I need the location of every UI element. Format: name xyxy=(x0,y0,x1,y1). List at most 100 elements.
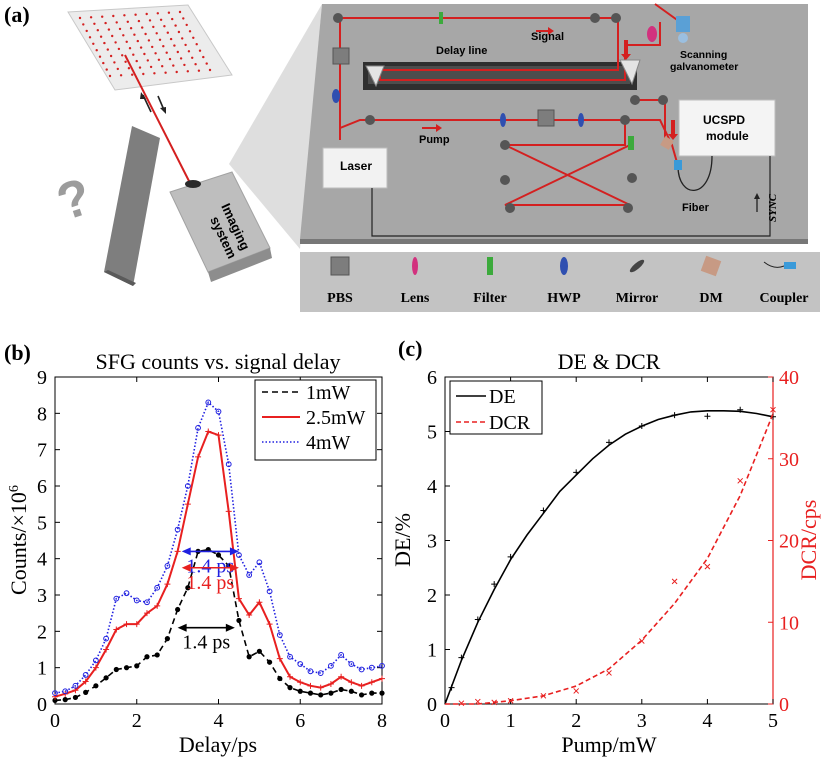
occluding-slab xyxy=(104,126,160,286)
legend-label: DCR xyxy=(489,412,531,434)
target-grid xyxy=(78,10,212,78)
data-point xyxy=(540,692,547,699)
target-dot xyxy=(156,12,159,15)
arrowhead-icon xyxy=(229,563,239,572)
chart-b: SFG counts vs. signal delay 0 2 4 6 8 0 1 2 3 4 5 6… xyxy=(6,349,387,757)
data-point xyxy=(225,461,232,468)
data-point xyxy=(318,692,324,698)
data-point xyxy=(236,617,242,624)
x-tick-label: 1 xyxy=(506,710,516,732)
data-point xyxy=(154,602,161,609)
target-dot xyxy=(162,45,165,48)
data-point xyxy=(246,654,252,660)
target-dot xyxy=(181,37,184,40)
data-point xyxy=(474,698,481,705)
data-point xyxy=(133,621,140,628)
data-point xyxy=(113,666,119,673)
y-right-tick-label: 30 xyxy=(779,449,799,471)
x-tick-label: 2 xyxy=(132,710,142,732)
hwp-icon xyxy=(500,113,506,127)
data-point xyxy=(348,661,355,667)
target-dot xyxy=(184,43,187,47)
y-tick-label: 5 xyxy=(427,422,437,444)
target-dot xyxy=(112,14,115,18)
target-dot xyxy=(96,29,100,32)
data-point xyxy=(256,648,262,654)
target-dot xyxy=(126,20,129,23)
x-tick-label: 4 xyxy=(214,710,224,732)
data-point xyxy=(287,685,293,691)
arrowhead-icon xyxy=(229,547,239,556)
data-point xyxy=(164,563,171,569)
fwhm-label: 1.4 ps xyxy=(182,632,230,654)
target-dot xyxy=(171,17,174,21)
target-dot xyxy=(183,63,186,67)
target-dot xyxy=(173,44,176,47)
arrowhead-icon xyxy=(754,193,760,199)
target-dot xyxy=(105,68,108,71)
data-point xyxy=(82,678,89,685)
y-tick-label: 7 xyxy=(37,440,47,462)
target-dot xyxy=(187,50,191,53)
target-dot xyxy=(134,13,137,16)
optical-platform-edge xyxy=(300,239,808,244)
fit-line-DE xyxy=(444,409,774,705)
data-point xyxy=(103,675,109,681)
data-point xyxy=(256,559,263,566)
target-dot xyxy=(169,37,173,41)
data-point xyxy=(307,690,314,696)
data-point xyxy=(307,668,314,675)
data-point xyxy=(368,664,375,671)
retroreflector-icon xyxy=(619,59,641,86)
target-dot xyxy=(82,23,85,26)
chart-b-legend xyxy=(254,379,377,461)
pump-label: Pump xyxy=(419,134,450,146)
data-point xyxy=(358,692,365,698)
data-point xyxy=(92,657,99,664)
target-dot xyxy=(89,16,93,19)
legend-label: Filter xyxy=(473,291,506,306)
chart-b-ticks: 0 2 4 6 8 0 1 2 3 4 5 6 7 8 9 xyxy=(37,367,387,732)
arrow-signal-icon xyxy=(536,27,554,35)
y-tick-label: 0 xyxy=(37,694,47,716)
target-dot xyxy=(114,41,117,44)
panel-label-c: (c) xyxy=(398,336,422,361)
target-dot xyxy=(108,74,112,78)
y-tick-label: 6 xyxy=(37,476,47,498)
y-right-tick-label: 20 xyxy=(779,531,799,553)
target-dot xyxy=(125,40,128,43)
hwp-shape xyxy=(560,257,568,275)
x-tick-label: 8 xyxy=(377,710,387,732)
data-point xyxy=(144,654,150,660)
target-dot xyxy=(194,62,197,66)
ucspd-module-box xyxy=(678,99,776,157)
data-point xyxy=(770,406,776,413)
target-dot xyxy=(139,46,143,49)
target-dot xyxy=(93,22,96,25)
target-dot xyxy=(161,65,164,68)
data-point xyxy=(143,610,150,617)
data-point xyxy=(737,477,744,484)
signal-label: Signal xyxy=(531,31,564,43)
arrowhead-icon xyxy=(140,92,146,99)
chart-b-series xyxy=(52,399,385,703)
hidden-object-mark: ? xyxy=(50,167,98,232)
target-dot xyxy=(202,55,205,59)
coupler-icon xyxy=(674,160,682,170)
mirror-shape xyxy=(629,259,645,273)
data-point xyxy=(448,684,455,691)
coupler-shape xyxy=(784,262,796,269)
data-point xyxy=(737,406,744,413)
target-dot xyxy=(148,19,152,22)
target-dot xyxy=(129,27,133,30)
y-right-tick-label: 10 xyxy=(779,612,799,634)
y-tick-label: 4 xyxy=(427,476,437,498)
data-point xyxy=(175,606,181,613)
panel-label-b: (b) xyxy=(4,340,31,365)
y-tick-label: 9 xyxy=(37,367,47,389)
lens-icon xyxy=(647,26,657,42)
target-dot xyxy=(118,27,122,31)
y-right-tick-label: 0 xyxy=(779,694,789,716)
target-dot xyxy=(195,43,198,46)
